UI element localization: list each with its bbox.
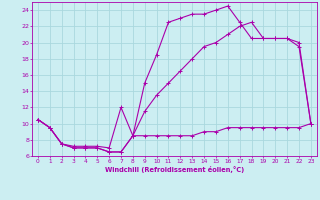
X-axis label: Windchill (Refroidissement éolien,°C): Windchill (Refroidissement éolien,°C) xyxy=(105,166,244,173)
